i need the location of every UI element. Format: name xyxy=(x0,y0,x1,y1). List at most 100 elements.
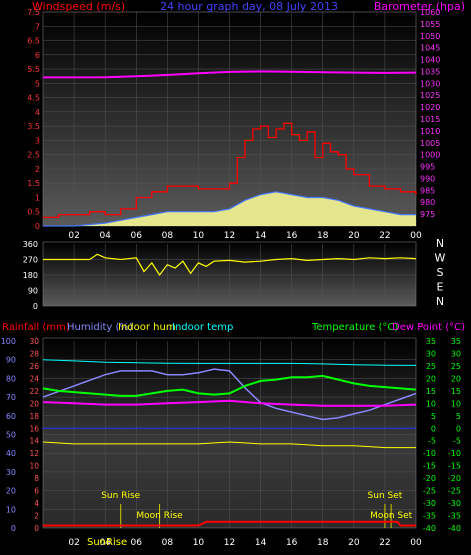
rainfall-tick-label: 0 xyxy=(34,524,39,533)
humidity-tick-label: 30 xyxy=(6,468,16,477)
wind-gridlines xyxy=(43,11,416,226)
barometer-tick-label: 1045 xyxy=(420,44,440,53)
x-tick-label: 08 xyxy=(162,538,174,548)
dew-point-line xyxy=(42,399,417,407)
x-tick-label: 00 xyxy=(410,538,422,548)
dewpoint-tick-label: 30 xyxy=(451,349,461,358)
indoor-temp-line xyxy=(42,359,417,366)
temperature-gridlines xyxy=(43,341,416,528)
dewpoint-tick-label: 35 xyxy=(451,337,461,346)
rainfall-tick-label: 4 xyxy=(34,499,39,508)
temperature-tick-label: -20 xyxy=(423,474,436,483)
windspeed-axis-title: Windspeed (m/s) xyxy=(32,0,125,13)
rainfall-tick-label: 16 xyxy=(29,424,39,433)
humidity-tick-label: 90 xyxy=(6,356,16,365)
legend-label: Rainfall (mm) xyxy=(2,322,70,333)
legend-label: Indoor hum xyxy=(118,322,176,333)
legend-label: Temperature (°C) xyxy=(311,322,398,333)
barometer-tick-label: 975 xyxy=(420,210,435,219)
direction-tick-label: 180 xyxy=(23,271,38,280)
windspeed-tick-label: 4.5 xyxy=(27,94,40,103)
windspeed-tick-label: 7.5 xyxy=(27,8,40,17)
barometer-tick-label: 1010 xyxy=(420,127,440,136)
x-tick-label: 20 xyxy=(348,538,360,548)
barometer-line xyxy=(43,70,417,79)
barometer-tick-label: 1000 xyxy=(420,151,440,160)
x-tick-label: 04 xyxy=(99,538,111,548)
windspeed-tick-label: 5 xyxy=(35,79,40,88)
barometer-tick-label: 1005 xyxy=(420,139,440,148)
x-tick-label: 18 xyxy=(317,231,329,241)
temperature-tick-label: -15 xyxy=(423,462,436,471)
x-tick-label: 12 xyxy=(224,231,235,241)
barometer-tick-label: 980 xyxy=(420,198,435,207)
bottom-sunrise-marker: SunRise xyxy=(87,537,127,548)
legend-label: Dew Point (°C) xyxy=(392,322,465,333)
humidity-tick-label: 60 xyxy=(6,412,16,421)
windspeed-tick-label: 3 xyxy=(35,136,40,145)
dewpoint-tick-label: -25 xyxy=(448,487,461,496)
x-tick-label: 02 xyxy=(68,538,79,548)
average-wind-line xyxy=(43,191,416,227)
direction-tick-label: 90 xyxy=(28,287,38,296)
barometer-tick-label: 985 xyxy=(420,186,435,195)
barometer-axis-title: Barometer (hpa) xyxy=(374,0,465,13)
temperature-time-axis: 02 04 06 08 10 12 14 16 18 20 22 00 xyxy=(68,538,422,548)
dewpoint-tick-label: -35 xyxy=(448,512,461,521)
dewpoint-tick-label: 20 xyxy=(451,374,461,383)
windspeed-line xyxy=(43,122,417,219)
legend-label: Humidity (%) xyxy=(67,322,133,333)
temperature-tick-label: 25 xyxy=(426,362,436,371)
dewpoint-tick-label: 5 xyxy=(456,412,461,421)
temperature-tick-label: -10 xyxy=(423,449,436,458)
direction-tick-label: 0 xyxy=(33,302,38,311)
sun-moon-markers: Sun Rise Moon Rise Sun Set Moon Set xyxy=(101,491,413,528)
humidity-tick-label: 50 xyxy=(6,431,16,440)
x-tick-label: 12 xyxy=(224,538,235,548)
barometer-tick-label: 990 xyxy=(420,174,435,183)
humidity-tick-label: 0 xyxy=(11,524,16,533)
barometer-tick-label: 1060 xyxy=(420,8,440,17)
x-tick-label: 16 xyxy=(286,231,298,241)
temperature-tick-label: 5 xyxy=(431,412,436,421)
x-tick-label: 06 xyxy=(131,231,143,241)
windspeed-tick-label: 3.5 xyxy=(27,122,40,131)
dewpoint-tick-label: 10 xyxy=(451,399,461,408)
temperature-series xyxy=(42,359,417,527)
direction-degree-axis: 0 90 180 270 360 xyxy=(23,240,38,311)
x-tick-label: 06 xyxy=(131,538,143,548)
compass-label: E xyxy=(437,281,444,294)
humidity-tick-label: 40 xyxy=(6,449,16,458)
windspeed-tick-label: 7 xyxy=(35,22,40,31)
compass-label: S xyxy=(437,266,444,279)
humidity-tick-label: 20 xyxy=(6,487,16,496)
dewpoint-tick-label: 0 xyxy=(456,424,461,433)
rainfall-tick-label: 8 xyxy=(34,474,39,483)
marker-label: Sun Set xyxy=(368,491,403,501)
temperature-tick-label: -40 xyxy=(423,524,436,533)
x-tick-label: 04 xyxy=(99,231,111,241)
rainfall-tick-label: 12 xyxy=(29,449,39,458)
temperature-line xyxy=(42,374,417,397)
x-tick-label: 02 xyxy=(68,231,79,241)
windspeed-tick-label: 5.5 xyxy=(27,65,40,74)
temperature-tick-label: -35 xyxy=(423,512,436,521)
windspeed-tick-label: 6.5 xyxy=(27,37,40,46)
x-tick-label: 10 xyxy=(193,231,205,241)
wind-speed-axis: 0 0.5 1 1.5 2 2.5 3 3.5 4 4.5 5 5.5 6 6.5 7 7.5 xyxy=(27,8,40,231)
barometer-tick-label: 995 xyxy=(420,163,435,172)
x-tick-label: 14 xyxy=(255,231,267,241)
temperature-tick-label: -30 xyxy=(423,499,436,508)
x-tick-label: 18 xyxy=(317,538,329,548)
humidity-axis: 0 10 20 30 40 50 60 70 80 90 100 xyxy=(1,337,16,533)
temperature-tick-label: 20 xyxy=(426,374,436,383)
x-tick-label: 22 xyxy=(379,538,390,548)
x-tick-label: 10 xyxy=(193,538,205,548)
windspeed-tick-label: 4 xyxy=(35,108,40,117)
x-tick-label: 14 xyxy=(255,538,267,548)
x-tick-label: 08 xyxy=(162,231,174,241)
rainfall-tick-label: 6 xyxy=(34,487,39,496)
